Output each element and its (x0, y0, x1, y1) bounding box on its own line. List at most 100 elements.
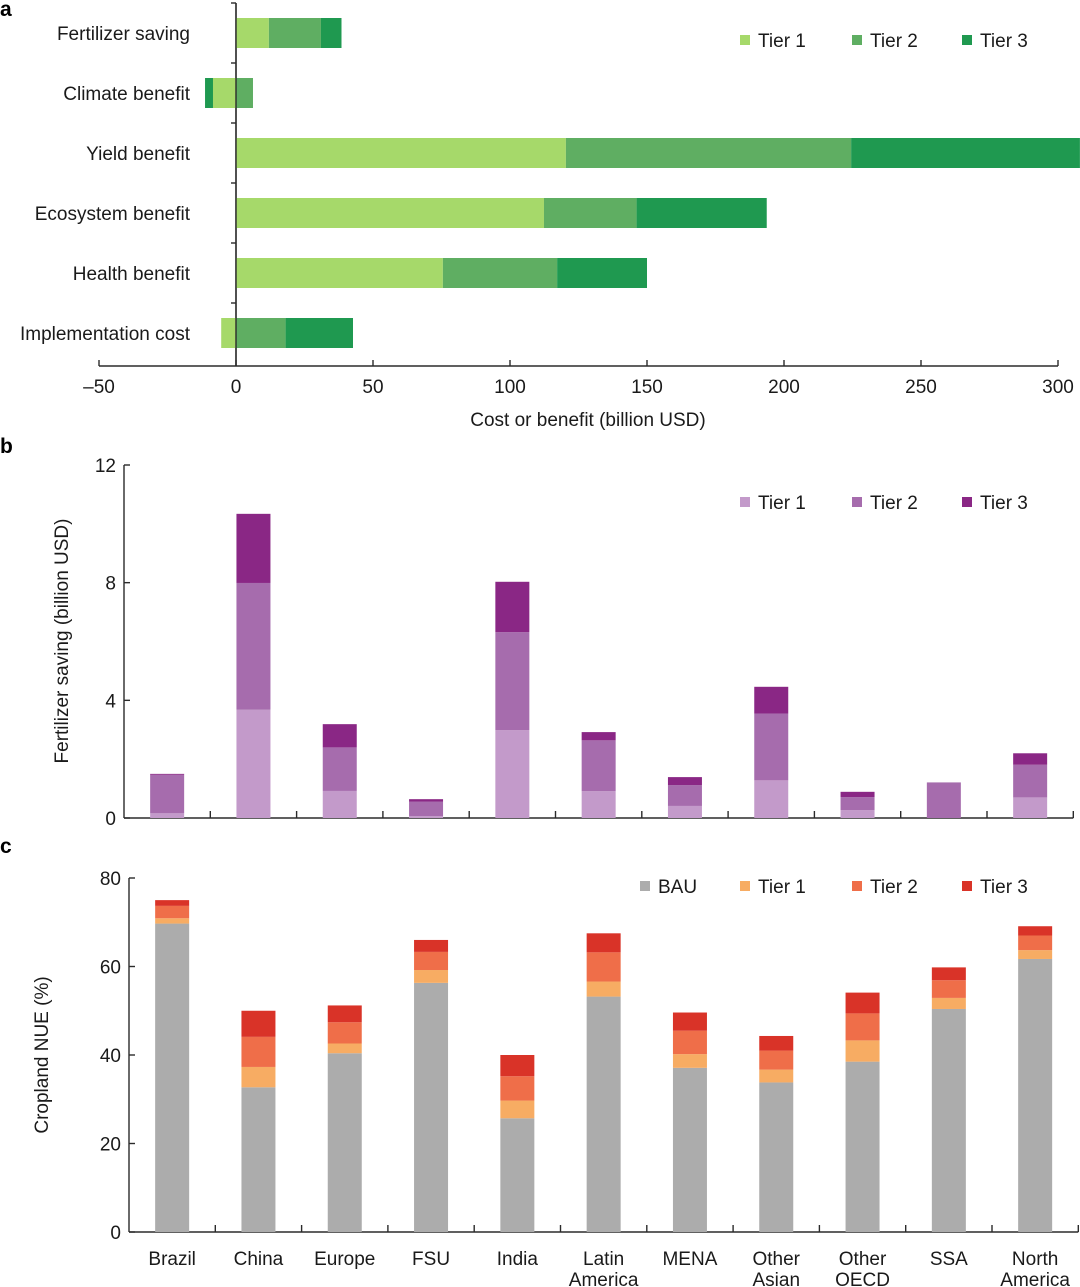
panel-letter-b: b (0, 435, 13, 458)
panel-a-bar-tier-2 (442, 258, 558, 288)
panel-c-bar-bau (155, 923, 190, 1232)
panel-c-bar-tier-3 (500, 1055, 535, 1077)
panel-b-bar-tier-2 (667, 785, 702, 806)
panel-a-category-label: Health benefit (73, 264, 191, 285)
panel-c-bar-tier-1 (414, 970, 449, 983)
panel-a-bar-tier-1 (236, 138, 566, 168)
panel-c-y-tick-label: 40 (100, 1046, 121, 1067)
panel-a-bar-tier-3 (636, 198, 767, 228)
panel-c-bar-tier-3 (759, 1035, 794, 1051)
panel-a-x-axis-title: Cost or benefit (billion USD) (470, 410, 705, 431)
panel-c-x-category-label: Other (752, 1249, 800, 1270)
panel-c-bar-bau (500, 1118, 535, 1232)
panel-c-y-axis-title: Cropland NUE (%) (32, 976, 53, 1133)
panel-a-x-tick-label: 50 (362, 377, 383, 398)
panel-letter-c: c (0, 835, 12, 858)
panel-c-bar-bau (931, 1008, 966, 1232)
panel-a-bar-tier-1 (221, 318, 236, 348)
panel-c-x-category-label: Other (839, 1249, 887, 1270)
panel-b-bar-tier-1 (667, 805, 702, 818)
panel-c-bar-bau (241, 1087, 276, 1232)
panel-c-bar-tier-2 (327, 1022, 362, 1044)
panel-a-x-tick-label: 200 (768, 377, 800, 398)
panel-a-bar-tier-2 (543, 198, 637, 228)
panel-b-bar-tier-2 (322, 747, 357, 791)
panel-c-x-category-label: SSA (930, 1249, 968, 1270)
panel-c-bar-tier-1 (327, 1043, 362, 1054)
panel-a-x-tick-label: 250 (905, 377, 937, 398)
panel-b-y-tick-label: 4 (105, 691, 116, 712)
panel-a-x-tick-label: 0 (231, 377, 242, 398)
panel-c-bar-bau (327, 1053, 362, 1232)
panel-c-bar-tier-3 (327, 1005, 362, 1023)
panel-c-y-tick-label: 20 (100, 1135, 121, 1156)
panel-c-bar-tier-2 (672, 1030, 707, 1055)
panel-b-bar-tier-2 (150, 774, 185, 814)
panel-c-bar-tier-3 (672, 1012, 707, 1031)
panel-a-category-label: Implementation cost (20, 324, 191, 345)
panel-c-bar-bau (759, 1082, 794, 1232)
panel-b-legend-label: Tier 1 (758, 493, 806, 514)
panel-c-y-tick-label: 80 (100, 869, 121, 890)
panel-b-bar-tier-1 (150, 813, 185, 818)
panel-c-bar-tier-3 (414, 939, 449, 952)
panel-b-bar-tier-3 (236, 513, 271, 583)
panel-c-bar-tier-1 (672, 1054, 707, 1068)
panel-b-chart: Fertilizer saving (billion USD) 0 4 8 12 Tie… (52, 456, 1075, 830)
panel-c-bar-tier-2 (759, 1050, 794, 1070)
panel-b-bar-tier-1 (1013, 797, 1048, 818)
panel-c-x-category-label: China (234, 1249, 284, 1270)
panel-c-bar-tier-3 (931, 967, 966, 981)
panel-c-x-category-label: India (497, 1249, 539, 1270)
panel-c-y-tick-label: 60 (100, 958, 121, 979)
panel-c-bar-tier-2 (586, 952, 621, 982)
panel-b-y-tick-label: 12 (95, 456, 116, 477)
panel-a-bar-tier-3 (851, 138, 1080, 168)
panel-c-x-category-label: FSU (412, 1249, 450, 1270)
panel-b-legend-swatch-1 (740, 497, 750, 507)
panel-c-bar-tier-1 (586, 981, 621, 997)
panel-a-bar-tier-3 (320, 18, 342, 48)
panel-c-bar-tier-3 (241, 1010, 276, 1037)
panel-a-bar-tier-1 (212, 78, 236, 108)
panel-b-bar-tier-3 (667, 777, 702, 786)
panel-c-bar-tier-2 (155, 905, 190, 919)
panel-a-bar-tier-2 (236, 318, 286, 348)
panel-c-x-category-label: Latin (583, 1249, 624, 1270)
panel-c-x-category-label: Brazil (148, 1249, 196, 1270)
panel-c-bar-tier-2 (845, 1013, 880, 1041)
panel-b-y-tick-label: 0 (105, 809, 116, 830)
panel-b-bar-tier-1 (322, 790, 357, 818)
panel-c-bar-tier-2 (414, 951, 449, 971)
panel-b-bar-tier-3 (409, 799, 444, 802)
panel-a-chart: Cost or benefit (billion USD) –50 0 50 100 1… (20, 2, 1080, 431)
panel-b-bar-tier-1 (754, 780, 789, 818)
panel-c-y-tick-label: 0 (110, 1223, 121, 1244)
panel-c-bar-bau (672, 1067, 707, 1232)
panel-a-bar-tier-2 (565, 138, 852, 168)
panel-c-bar-bau (1018, 958, 1053, 1232)
panel-b-bar-tier-1 (236, 709, 271, 818)
panel-a-category-label: Climate benefit (63, 84, 190, 105)
panel-c-legend-swatch-4 (962, 881, 972, 891)
panel-b-bar-tier-2 (926, 782, 961, 818)
panel-a-bar-tier-3 (285, 318, 353, 348)
panel-a-bar-tier-1 (236, 258, 443, 288)
panel-c-legend-label: Tier 1 (758, 877, 806, 898)
panel-c-legend-swatch-1 (640, 881, 650, 891)
panel-a-category-label: Ecosystem benefit (35, 204, 191, 225)
panel-c-bar-tier-1 (241, 1066, 276, 1088)
panel-b-y-tick-label: 8 (105, 574, 116, 595)
panel-c-bar-tier-2 (500, 1076, 535, 1101)
panel-a-legend-swatch-3 (962, 35, 972, 45)
panel-b-legend-label: Tier 3 (980, 493, 1028, 514)
panel-a-bar-tier-3 (205, 78, 213, 108)
panel-a-legend-swatch-2 (852, 35, 862, 45)
panel-c-legend-swatch-3 (852, 881, 862, 891)
panel-a-x-tick-label: 100 (494, 377, 526, 398)
panel-c-bar-bau (845, 1061, 880, 1232)
panel-c-bar-tier-2 (241, 1036, 276, 1067)
panel-b-bar-tier-3 (150, 773, 185, 775)
panel-c-bar-tier-1 (155, 918, 190, 924)
